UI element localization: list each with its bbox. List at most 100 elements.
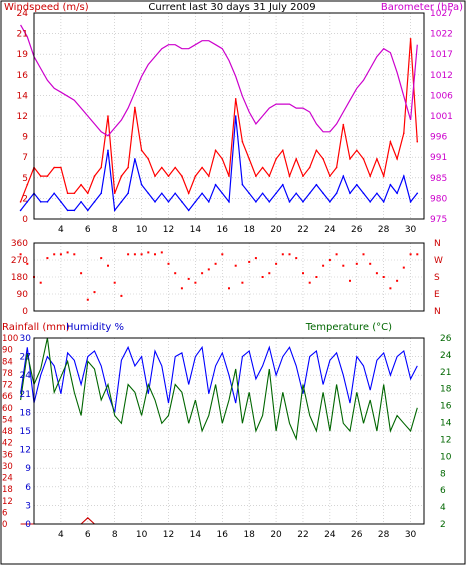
wind-point-33	[241, 183, 244, 186]
wind-point-13	[107, 149, 109, 152]
wind-point-6	[60, 201, 62, 203]
wind-point-52	[369, 201, 372, 203]
gust-point-54	[382, 175, 385, 177]
wind-point-46	[329, 201, 331, 203]
chart-title: Current last 30 days 31 July 2009	[148, 2, 315, 13]
rain-y-tick-10: 60	[2, 404, 13, 414]
wind-point-12	[100, 192, 103, 195]
wind-y-tick-7: 7	[22, 153, 28, 163]
rain-y-tick-8: 48	[2, 427, 13, 437]
gust-point-26	[194, 175, 197, 177]
rain-y-tick-9: 54	[2, 415, 13, 425]
gust-point-41	[295, 158, 298, 160]
wind-axis-title: Windspeed (m/s)	[4, 2, 89, 13]
rain-y-tick-2: 12	[2, 497, 13, 507]
wind-point-36	[261, 192, 264, 195]
wind-point-10	[86, 209, 89, 212]
direction-point-31	[228, 287, 230, 290]
x-tick-bottom-30: 30	[405, 530, 417, 540]
x-tick-bottom-4: 4	[58, 530, 64, 540]
direction-point-6	[59, 253, 62, 256]
gust-point-32	[234, 98, 237, 100]
gust-point-39	[281, 149, 284, 152]
gust-point-42	[302, 175, 304, 177]
wind-point-4	[46, 201, 49, 203]
direction-point-58	[409, 253, 412, 256]
direction-point-52	[369, 262, 372, 265]
x-tick-top-6: 6	[85, 225, 91, 235]
gust-point-55	[389, 140, 392, 143]
gust-point-12	[100, 166, 103, 169]
direction-point-41	[295, 257, 298, 260]
label-layer: Windspeed (m/s) Current last 30 days 31 …	[2, 2, 463, 540]
gust-point-8	[73, 192, 76, 195]
gust-point-49	[349, 158, 351, 160]
humidity-y-tick-0: 0	[25, 520, 31, 530]
direction-point-33	[241, 281, 244, 284]
dir-y-tick-0: 0	[22, 307, 28, 317]
wind-y-tick-9: 9	[22, 133, 28, 143]
dir-compass-tick-3: W	[434, 256, 443, 266]
humidity-axis-title: Humidity %	[66, 322, 124, 333]
temperature-y-tick-11: 26	[440, 334, 452, 344]
gust-point-7	[66, 192, 69, 195]
wind-point-49	[349, 192, 351, 195]
wind-y-tick-14: 14	[17, 91, 29, 101]
gust-point-46	[329, 175, 331, 177]
wind-point-41	[295, 192, 298, 195]
gust-point-22	[167, 175, 170, 177]
temperature-y-tick-9: 21	[440, 368, 451, 378]
rain-y-tick-12: 72	[2, 381, 13, 391]
direction-point-45	[322, 264, 325, 267]
wind-point-24	[181, 201, 183, 203]
grid-layer	[34, 12, 424, 525]
x-tick-top-18: 18	[243, 225, 255, 235]
x-tick-top-14: 14	[190, 225, 202, 235]
direction-point-51	[362, 253, 365, 256]
wind-y-tick-5: 5	[22, 174, 28, 184]
gust-point-48	[342, 123, 345, 126]
direction-point-0	[19, 253, 22, 256]
direction-point-11	[93, 291, 96, 294]
wind-point-53	[376, 192, 378, 195]
gust-point-34	[248, 158, 250, 160]
x-tick-bottom-12: 12	[163, 530, 174, 540]
direction-point-7	[66, 251, 69, 254]
direction-point-38	[275, 262, 278, 265]
direction-point-24	[180, 287, 183, 290]
x-tick-bottom-28: 28	[378, 530, 390, 540]
baro-y-tick-1006: 1006	[430, 91, 453, 101]
direction-point-1	[26, 262, 29, 265]
dir-compass-tick-0: N	[434, 307, 441, 317]
baro-y-tick-991: 991	[430, 153, 447, 163]
temperature-y-tick-0: 2	[440, 520, 446, 530]
wind-point-31	[228, 201, 230, 203]
wind-point-54	[382, 201, 385, 203]
dir-y-tick-3: 270	[11, 256, 28, 266]
wind-point-26	[194, 201, 197, 203]
weather-panel-frame	[33, 337, 425, 525]
gust-point-25	[187, 192, 190, 195]
wind-point-14	[113, 209, 116, 212]
rain-y-tick-13: 78	[2, 369, 13, 379]
gust-point-24	[181, 175, 183, 177]
wind-point-38	[275, 192, 277, 195]
x-tick-bottom-20: 20	[270, 530, 282, 540]
gust-point-0	[19, 201, 22, 203]
gust-point-1	[26, 183, 29, 186]
x-tick-bottom-8: 8	[112, 530, 118, 540]
wind-point-18	[140, 183, 143, 186]
direction-point-40	[288, 253, 291, 256]
gust-point-16	[127, 166, 129, 169]
wind-point-42	[302, 201, 304, 203]
wind-point-25	[187, 209, 190, 212]
wind-point-22	[167, 201, 170, 203]
gust-point-23	[174, 166, 177, 169]
x-tick-top-28: 28	[378, 225, 390, 235]
x-tick-top-22: 22	[297, 225, 308, 235]
x-tick-bottom-24: 24	[324, 530, 336, 540]
rain-axis-title: Rainfall (mm)	[2, 322, 70, 333]
